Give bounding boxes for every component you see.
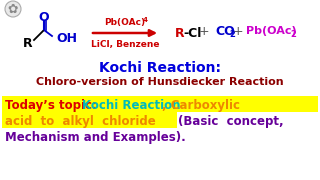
Text: R: R bbox=[23, 37, 33, 50]
Text: Today’s topic:: Today’s topic: bbox=[5, 98, 97, 111]
Text: LiCl, Benzene: LiCl, Benzene bbox=[91, 39, 159, 48]
Text: Chloro-version of Hunsdiecker Reaction: Chloro-version of Hunsdiecker Reaction bbox=[36, 77, 284, 87]
Text: R: R bbox=[175, 26, 185, 39]
Circle shape bbox=[5, 1, 21, 17]
FancyBboxPatch shape bbox=[2, 96, 318, 112]
Text: 2: 2 bbox=[290, 30, 296, 39]
Text: 4: 4 bbox=[143, 17, 148, 23]
Text: acid  to  alkyl  chloride: acid to alkyl chloride bbox=[5, 114, 156, 127]
Text: +: + bbox=[199, 24, 209, 37]
Text: ✿: ✿ bbox=[8, 3, 18, 15]
Text: Kochi Reaction:: Kochi Reaction: bbox=[99, 61, 221, 75]
Text: CO: CO bbox=[215, 24, 235, 37]
Text: , Carboxylic: , Carboxylic bbox=[162, 98, 240, 111]
Text: Mechanism and Examples).: Mechanism and Examples). bbox=[5, 132, 186, 145]
FancyBboxPatch shape bbox=[2, 112, 177, 128]
Text: Pb(OAc): Pb(OAc) bbox=[246, 26, 297, 36]
Text: +: + bbox=[233, 24, 243, 37]
Text: 2: 2 bbox=[229, 30, 235, 39]
Text: Pb(OAc): Pb(OAc) bbox=[104, 17, 146, 26]
Text: (Basic  concept,: (Basic concept, bbox=[178, 114, 284, 127]
Text: OH: OH bbox=[56, 31, 77, 44]
Text: Kochi Reaction: Kochi Reaction bbox=[82, 98, 180, 111]
Text: -Cl: -Cl bbox=[183, 26, 201, 39]
Text: O: O bbox=[39, 10, 49, 24]
